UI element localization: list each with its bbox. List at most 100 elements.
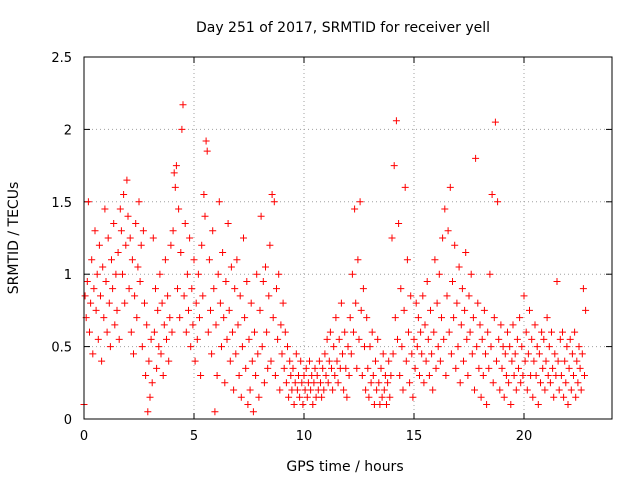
data-point	[241, 314, 249, 322]
data-point	[438, 314, 445, 322]
data-point	[468, 350, 476, 358]
data-point	[474, 299, 482, 307]
data-point	[209, 227, 217, 235]
data-point	[398, 343, 406, 351]
data-point	[373, 386, 381, 394]
data-point	[431, 256, 439, 264]
data-point	[122, 241, 130, 249]
data-point	[491, 118, 499, 126]
data-point	[555, 386, 563, 394]
x-tick-label: 10	[296, 429, 313, 444]
data-point	[414, 314, 422, 322]
data-point	[105, 299, 113, 307]
data-point	[130, 350, 137, 358]
data-point	[259, 277, 267, 285]
data-point	[329, 386, 337, 394]
data-point	[401, 183, 409, 191]
data-point	[394, 335, 401, 343]
data-point	[395, 220, 403, 228]
data-point	[225, 306, 233, 314]
data-point	[436, 357, 444, 365]
data-point	[328, 364, 335, 372]
data-point	[119, 270, 126, 278]
data-point	[235, 372, 243, 380]
data-point	[427, 306, 434, 314]
data-point	[407, 292, 415, 300]
data-point	[216, 299, 224, 307]
data-point	[428, 350, 436, 358]
data-point	[388, 234, 396, 242]
data-point	[432, 364, 440, 372]
data-point	[300, 372, 308, 380]
data-point	[298, 379, 306, 387]
data-point	[230, 386, 238, 394]
data-point	[368, 328, 376, 336]
data-point	[517, 379, 525, 387]
data-point	[145, 357, 153, 365]
data-point	[506, 343, 514, 351]
data-point	[453, 299, 461, 307]
data-point	[286, 357, 294, 365]
data-point	[164, 292, 172, 300]
data-point	[564, 401, 572, 409]
data-point	[152, 285, 159, 293]
data-point	[144, 408, 152, 416]
data-point	[176, 314, 184, 322]
data-point	[157, 350, 165, 358]
data-point	[279, 299, 287, 307]
data-point	[421, 321, 429, 329]
data-point	[221, 379, 229, 387]
data-point	[91, 227, 99, 235]
data-point	[143, 321, 151, 329]
data-point	[472, 154, 480, 162]
y-tick-label: 1	[64, 268, 72, 283]
data-point	[546, 379, 554, 387]
data-point	[177, 248, 185, 256]
data-point	[545, 343, 553, 351]
data-point	[418, 350, 426, 358]
data-point	[254, 350, 262, 358]
data-point	[484, 328, 492, 336]
data-point	[112, 270, 120, 278]
data-point	[334, 379, 342, 387]
data-point	[311, 364, 319, 372]
data-point	[471, 386, 478, 394]
data-point	[313, 372, 321, 380]
data-point	[575, 343, 583, 351]
data-point	[322, 372, 330, 380]
x-tick-label: 0	[80, 429, 88, 444]
data-point	[309, 401, 317, 409]
y-tick-label: 2.5	[51, 51, 72, 66]
data-point	[293, 386, 301, 394]
data-point	[201, 212, 209, 220]
data-point	[269, 314, 277, 322]
axis-ticks	[83, 56, 612, 420]
data-point	[323, 335, 331, 343]
data-point	[554, 357, 562, 365]
data-point	[92, 306, 100, 314]
data-point	[342, 364, 350, 372]
data-point	[406, 379, 414, 387]
data-point	[249, 408, 257, 416]
x-tick-label: 15	[406, 429, 423, 444]
data-point	[559, 328, 566, 336]
grid-lines	[84, 57, 612, 419]
data-point	[265, 292, 273, 300]
data-point	[403, 256, 411, 264]
data-point	[253, 270, 261, 278]
data-point	[126, 234, 134, 242]
data-point	[183, 270, 191, 278]
data-point	[425, 372, 433, 380]
data-point	[84, 198, 92, 206]
data-point	[199, 292, 207, 300]
data-point	[510, 372, 518, 380]
data-point	[240, 234, 247, 242]
data-point	[497, 321, 505, 329]
data-point	[186, 234, 194, 242]
data-point	[440, 335, 448, 343]
data-point	[457, 321, 465, 329]
data-point	[507, 401, 515, 409]
data-point	[385, 357, 393, 365]
y-tick-label: 0.5	[51, 341, 72, 356]
